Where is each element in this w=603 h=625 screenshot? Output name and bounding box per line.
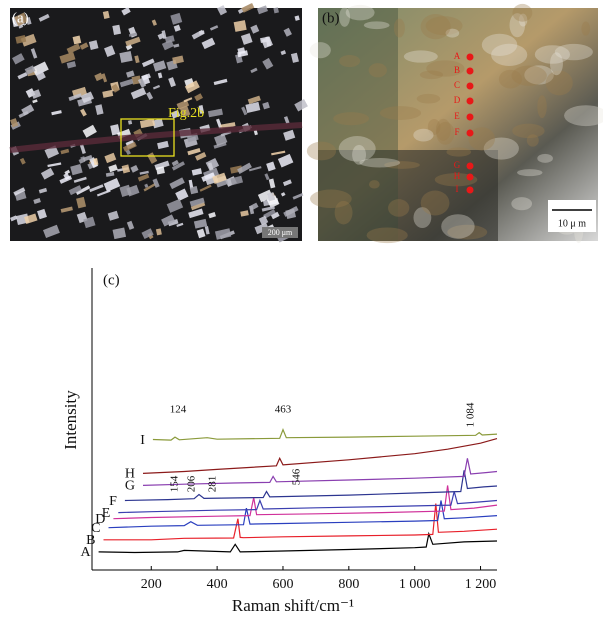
- photo-texture: [421, 191, 450, 216]
- photo-texture: [369, 180, 380, 188]
- photo-texture: [388, 199, 409, 217]
- point-label: B: [454, 65, 460, 75]
- panel-label: (c): [103, 272, 120, 288]
- spectrum: [104, 504, 498, 540]
- point-label: G: [454, 160, 461, 170]
- series-label: F: [109, 494, 117, 509]
- x-axis-label: Raman shift/cm⁻¹: [232, 596, 354, 615]
- point-label: I: [456, 184, 459, 194]
- measure-point: [467, 163, 474, 170]
- photo-texture: [404, 50, 438, 62]
- photo-texture: [352, 145, 366, 165]
- measure-point: [467, 98, 474, 105]
- photo-texture: [511, 197, 532, 210]
- scale-label: 200 μm: [268, 228, 293, 237]
- point-label: F: [454, 127, 459, 137]
- x-tick-label: 400: [207, 577, 228, 592]
- x-tick-label: 200: [141, 577, 162, 592]
- series-label: H: [125, 467, 135, 482]
- peak-label: 546: [291, 468, 303, 485]
- series-label: I: [140, 433, 145, 448]
- photo-a: [10, 3, 308, 243]
- photo-texture: [307, 142, 336, 161]
- photo-texture: [310, 190, 352, 209]
- photo-texture: [156, 166, 165, 174]
- peak-label: 281: [207, 476, 219, 493]
- measure-point: [467, 130, 474, 137]
- photo-texture: [339, 7, 350, 27]
- panel-label: (a): [12, 10, 29, 26]
- photo-texture: [380, 106, 421, 120]
- x-tick-label: 1 200: [465, 577, 497, 592]
- photo-texture: [499, 70, 522, 89]
- point-label: H: [454, 171, 461, 181]
- spectrum: [143, 439, 497, 474]
- measure-point: [467, 114, 474, 121]
- photo-texture: [535, 45, 570, 64]
- photo-texture: [346, 5, 375, 20]
- x-tick-label: 600: [272, 577, 293, 592]
- measure-point: [467, 174, 474, 181]
- photo-texture: [537, 95, 546, 118]
- photo-texture: [512, 124, 544, 139]
- figure: (a) Fig.2b 200 μm (b) 10 μ m (c) Intensi…: [0, 0, 603, 625]
- measure-point: [467, 83, 474, 90]
- panel-label: (b): [322, 10, 340, 26]
- peak-label: 154: [169, 475, 181, 492]
- photo-texture: [513, 4, 533, 22]
- point-label: A: [454, 51, 461, 61]
- photo-texture: [446, 147, 471, 156]
- photo-texture: [527, 134, 539, 146]
- point-label: E: [454, 111, 460, 121]
- measure-point: [467, 68, 474, 75]
- photo-texture: [364, 21, 390, 29]
- photo-texture: [333, 112, 369, 125]
- x-tick-label: 1 000: [399, 577, 431, 592]
- y-axis-label: Intensity: [61, 390, 80, 450]
- photo-texture: [546, 71, 573, 96]
- photo-texture: [369, 63, 387, 77]
- point-label: C: [454, 80, 460, 90]
- photo-texture: [537, 154, 553, 163]
- photo-texture: [413, 129, 433, 142]
- photo-texture: [517, 169, 542, 176]
- peak-label: 1 084: [465, 402, 477, 427]
- photo-texture: [234, 20, 247, 32]
- photo-texture: [441, 214, 474, 238]
- measure-point: [467, 54, 474, 61]
- photo-texture: [339, 55, 360, 67]
- photo-texture: [417, 94, 440, 104]
- peak-label: 206: [186, 475, 198, 492]
- point-label: D: [454, 95, 461, 105]
- annotation: Fig.2b: [168, 106, 204, 121]
- scale-label: 10 μ m: [558, 218, 586, 229]
- photo-texture: [367, 227, 408, 243]
- x-tick-label: 800: [338, 577, 359, 592]
- peak-label: 124: [170, 404, 187, 416]
- spectrum: [153, 430, 497, 441]
- photo-texture: [421, 14, 451, 39]
- photo-texture: [394, 19, 405, 38]
- photo-texture: [491, 44, 527, 66]
- photo-texture: [420, 71, 443, 80]
- spectrum: [125, 470, 497, 500]
- measure-point: [467, 187, 474, 194]
- photo-texture: [310, 42, 331, 58]
- peak-label: 463: [275, 404, 292, 416]
- photo-texture: [581, 22, 590, 36]
